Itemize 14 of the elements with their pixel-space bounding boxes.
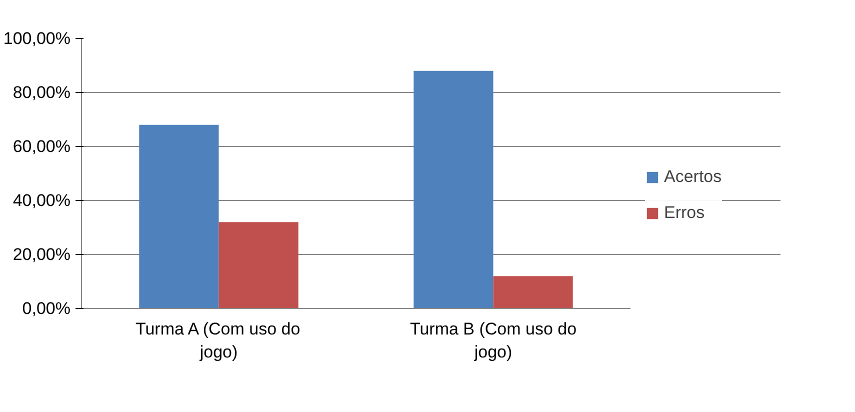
y-tick-label: 0,00% — [22, 299, 70, 318]
bar — [493, 276, 573, 308]
y-tick-label: 60,00% — [12, 137, 71, 156]
legend-label: Acertos — [664, 167, 722, 187]
y-tick-label: 40,00% — [12, 191, 71, 210]
y-tick-label: 100,00% — [3, 29, 71, 48]
y-tick-label: 20,00% — [12, 245, 71, 264]
y-tick-label: 80,00% — [12, 83, 71, 102]
bar — [414, 70, 494, 308]
bar — [139, 124, 219, 308]
x-tick-label: Turma B (Com uso do jogo) — [410, 320, 577, 362]
legend-label: Erros — [664, 203, 705, 223]
x-tick-label: Turma A (Com uso do jogo) — [135, 320, 300, 362]
bar — [218, 222, 298, 308]
